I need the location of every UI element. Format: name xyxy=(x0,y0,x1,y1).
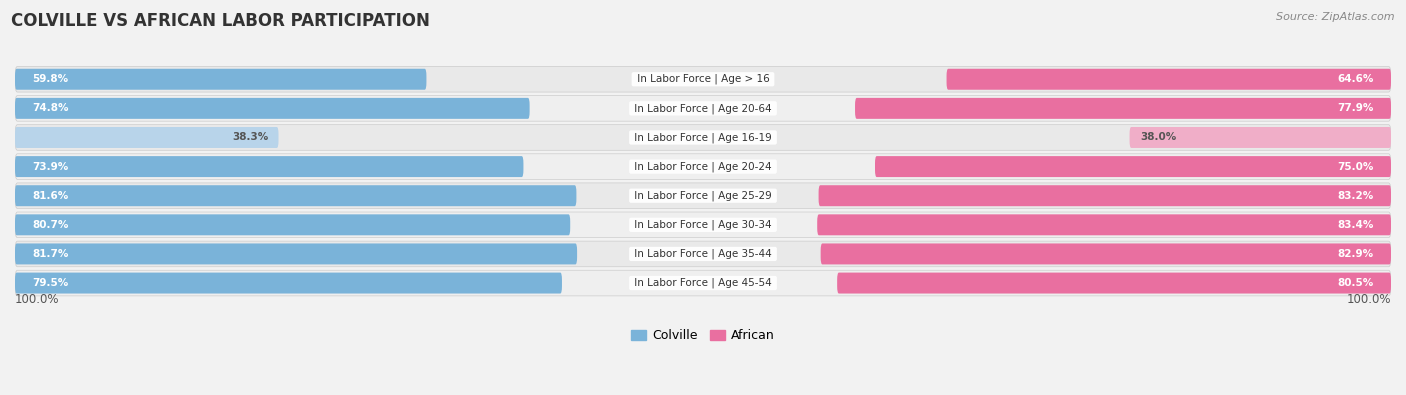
FancyBboxPatch shape xyxy=(15,96,1391,121)
FancyBboxPatch shape xyxy=(821,243,1391,264)
Text: 79.5%: 79.5% xyxy=(32,278,69,288)
FancyBboxPatch shape xyxy=(15,183,1391,209)
FancyBboxPatch shape xyxy=(855,98,1391,119)
Text: 59.8%: 59.8% xyxy=(32,74,69,84)
FancyBboxPatch shape xyxy=(15,185,576,206)
Text: Source: ZipAtlas.com: Source: ZipAtlas.com xyxy=(1277,12,1395,22)
FancyBboxPatch shape xyxy=(15,214,571,235)
FancyBboxPatch shape xyxy=(15,270,1391,296)
Text: 75.0%: 75.0% xyxy=(1337,162,1374,171)
FancyBboxPatch shape xyxy=(15,125,1391,150)
Text: COLVILLE VS AFRICAN LABOR PARTICIPATION: COLVILLE VS AFRICAN LABOR PARTICIPATION xyxy=(11,12,430,30)
Text: In Labor Force | Age 35-44: In Labor Force | Age 35-44 xyxy=(631,249,775,259)
Text: In Labor Force | Age 25-29: In Labor Force | Age 25-29 xyxy=(631,190,775,201)
Text: 38.0%: 38.0% xyxy=(1140,132,1177,143)
Text: 81.7%: 81.7% xyxy=(32,249,69,259)
Text: 80.5%: 80.5% xyxy=(1337,278,1374,288)
Text: 74.8%: 74.8% xyxy=(32,103,69,113)
FancyBboxPatch shape xyxy=(15,273,562,293)
Text: In Labor Force | Age 30-34: In Labor Force | Age 30-34 xyxy=(631,220,775,230)
FancyBboxPatch shape xyxy=(15,127,278,148)
FancyBboxPatch shape xyxy=(15,69,426,90)
Text: 81.6%: 81.6% xyxy=(32,191,69,201)
Text: In Labor Force | Age > 16: In Labor Force | Age > 16 xyxy=(634,74,772,85)
Text: In Labor Force | Age 20-24: In Labor Force | Age 20-24 xyxy=(631,161,775,172)
Text: 83.2%: 83.2% xyxy=(1337,191,1374,201)
Text: 64.6%: 64.6% xyxy=(1337,74,1374,84)
Legend: Colville, African: Colville, African xyxy=(626,324,780,347)
FancyBboxPatch shape xyxy=(837,273,1391,293)
FancyBboxPatch shape xyxy=(875,156,1391,177)
Text: 73.9%: 73.9% xyxy=(32,162,69,171)
FancyBboxPatch shape xyxy=(15,241,1391,267)
FancyBboxPatch shape xyxy=(946,69,1391,90)
FancyBboxPatch shape xyxy=(15,212,1391,238)
Text: 77.9%: 77.9% xyxy=(1337,103,1374,113)
Text: 82.9%: 82.9% xyxy=(1337,249,1374,259)
FancyBboxPatch shape xyxy=(15,243,576,264)
Text: In Labor Force | Age 20-64: In Labor Force | Age 20-64 xyxy=(631,103,775,114)
Text: In Labor Force | Age 16-19: In Labor Force | Age 16-19 xyxy=(631,132,775,143)
Text: 83.4%: 83.4% xyxy=(1337,220,1374,230)
FancyBboxPatch shape xyxy=(817,214,1391,235)
FancyBboxPatch shape xyxy=(15,98,530,119)
Text: 38.3%: 38.3% xyxy=(232,132,269,143)
Text: 100.0%: 100.0% xyxy=(15,293,59,307)
FancyBboxPatch shape xyxy=(15,156,523,177)
Text: In Labor Force | Age 45-54: In Labor Force | Age 45-54 xyxy=(631,278,775,288)
FancyBboxPatch shape xyxy=(15,154,1391,179)
Text: 80.7%: 80.7% xyxy=(32,220,69,230)
FancyBboxPatch shape xyxy=(15,66,1391,92)
Text: 100.0%: 100.0% xyxy=(1347,293,1391,307)
FancyBboxPatch shape xyxy=(1129,127,1391,148)
FancyBboxPatch shape xyxy=(818,185,1391,206)
